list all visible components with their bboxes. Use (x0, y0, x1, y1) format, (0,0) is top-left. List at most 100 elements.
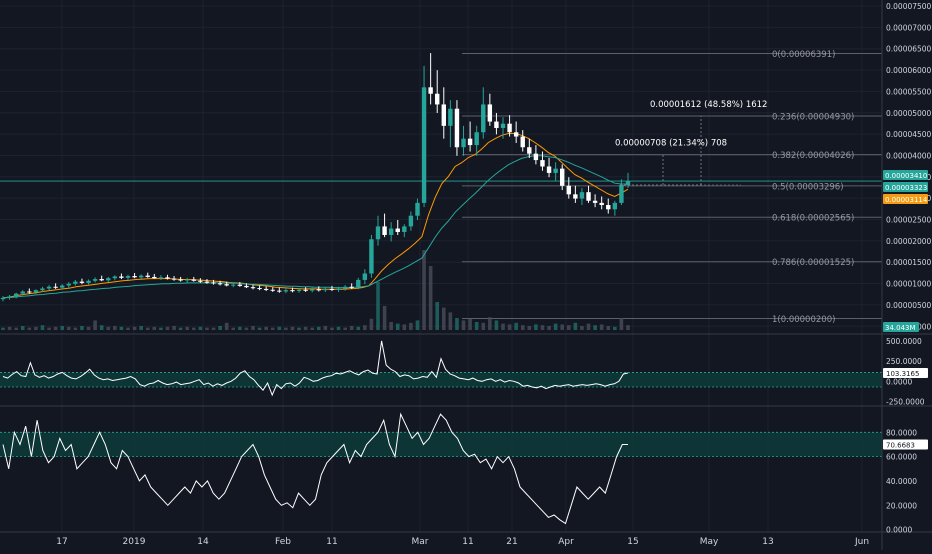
volume-bar (34, 326, 38, 330)
volume-bar (159, 327, 163, 330)
volume-bar (231, 327, 236, 330)
moving-averages (2, 133, 629, 299)
volume-bar (152, 326, 157, 330)
candle-body (231, 284, 236, 286)
volume-bar (20, 326, 25, 330)
volume-bar (580, 326, 584, 330)
candle-body (0, 297, 6, 300)
price-tick-label: 0.00007500 (886, 2, 932, 11)
price-tick-label: 0.00005500 (886, 87, 932, 96)
candle-body (612, 202, 618, 210)
candle-body (474, 132, 479, 146)
volume-bar (428, 266, 433, 330)
volume-bar (409, 322, 413, 330)
time-label: May (700, 537, 719, 547)
candle-body (79, 281, 85, 283)
candle-body (481, 104, 486, 133)
volume-bar (53, 326, 58, 330)
price-tick-label: 0.00001500 (886, 258, 932, 267)
volume-bar (560, 324, 565, 330)
volume-bar (178, 327, 183, 330)
volume-bar (599, 324, 604, 330)
volume-bar (402, 324, 407, 330)
fibonacci-retracement[interactable]: 0(0.00006391) 0.236(0.00004930) 0.382(0.00… (0, 50, 882, 325)
candle-body (375, 226, 381, 240)
fib-level-label: 0(0.00006391) (772, 50, 835, 60)
volume-bar (455, 318, 459, 330)
candle-body (599, 202, 604, 206)
candle-body (546, 166, 552, 173)
volume-bar (395, 323, 400, 330)
cci-line (2, 340, 629, 397)
rsi-line (2, 412, 628, 525)
candle-body (178, 279, 183, 281)
volume-bar (218, 326, 222, 330)
volume-bars (1, 250, 630, 330)
volume-bar (461, 320, 466, 330)
rsi-pane[interactable] (0, 412, 882, 525)
volume-bar (481, 322, 486, 330)
volume-bar (165, 326, 170, 330)
candle-body (356, 279, 361, 288)
volume-bar (323, 326, 328, 330)
volume-bar (257, 327, 262, 330)
candle-body (53, 286, 58, 288)
candle-body (138, 275, 144, 278)
measure-label: 0.00001612 (48.58%) 1612 (650, 100, 767, 110)
price-range-measurements[interactable]: 0.00001612 (48.58%) 1612 0.00000708 (21.3… (615, 100, 767, 186)
price-tick-label: 0.00000500 (886, 301, 932, 310)
candle-body (316, 289, 321, 291)
candlesticks (0, 53, 631, 302)
candle-body (73, 281, 78, 284)
volume-bar (93, 320, 97, 330)
candle-body (566, 185, 571, 195)
candle-body (487, 104, 493, 122)
candle-body (198, 280, 203, 282)
price-tick-label: 0.00007000 (886, 23, 932, 32)
candle-body (244, 285, 249, 288)
volume-bar (606, 326, 611, 330)
candle-body (342, 286, 348, 289)
candle-body (92, 279, 98, 281)
candle-body (290, 290, 295, 292)
cci-tick-label: 500.0000 (886, 337, 922, 346)
cci-tick-label: -250.0000 (886, 398, 925, 407)
candle-body (428, 87, 433, 94)
time-label: 11 (462, 537, 473, 547)
volume-bar (99, 325, 104, 330)
volume-bar (113, 326, 117, 330)
time-label: 14 (197, 537, 209, 547)
candle-body (619, 184, 624, 203)
candle-body (323, 288, 328, 291)
candle-body (119, 276, 124, 278)
candle-body (395, 228, 400, 232)
time-label: 11 (326, 537, 337, 547)
candle-body (527, 147, 532, 154)
volume-bar (540, 325, 545, 330)
volume-bar (86, 326, 91, 330)
candle-body (310, 289, 315, 291)
volume-bar (244, 327, 249, 330)
candle-body (60, 285, 65, 288)
price-pane[interactable]: 0(0.00006391) 0.236(0.00004930) 0.382(0.00… (0, 50, 882, 330)
volume-bar (198, 326, 203, 330)
volume-bar (297, 327, 301, 330)
volume-bar (66, 326, 71, 330)
volume-bar (27, 327, 32, 330)
candle-body (520, 136, 525, 148)
candle-body (441, 104, 446, 126)
volume-bar (626, 325, 630, 330)
volume-bar (547, 326, 551, 330)
candle-body (533, 153, 539, 161)
rsi-value-label: 70.6683 (886, 441, 915, 449)
volume-bar (284, 327, 288, 330)
candle-body (112, 276, 118, 279)
candle-body (349, 286, 354, 288)
candle-body (296, 289, 302, 292)
rsi-tick-label: 40.0000 (886, 477, 917, 486)
cci-pane[interactable] (0, 340, 882, 397)
volume-bar (468, 318, 472, 330)
